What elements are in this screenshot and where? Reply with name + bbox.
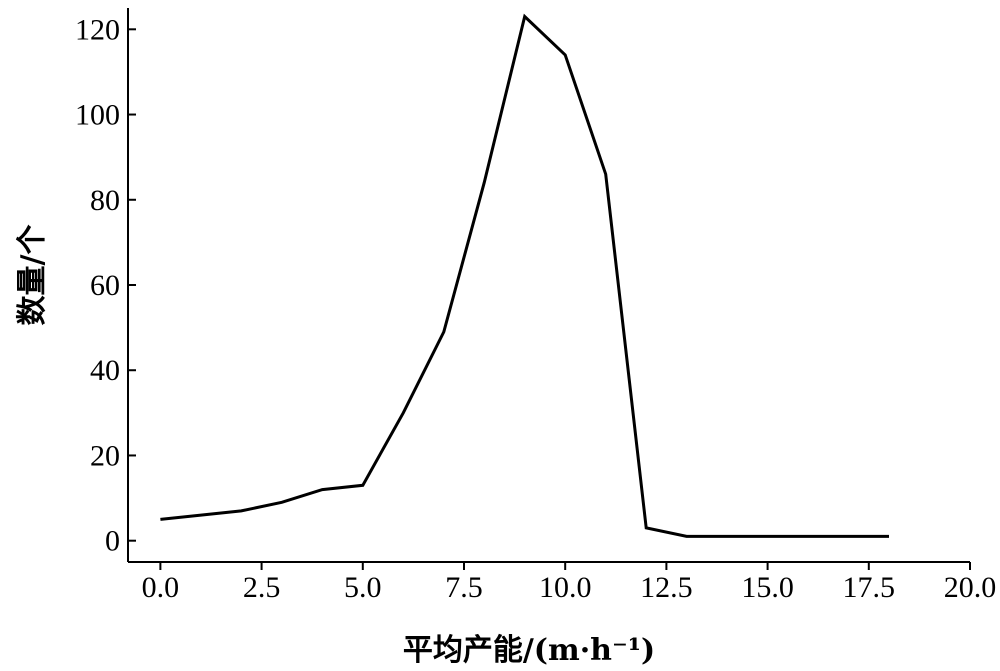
- y-ticks: 0 20 40 60 80 100 120: [75, 13, 136, 558]
- x-tick-label: 0.0: [142, 571, 180, 604]
- series-line: [160, 13, 889, 538]
- y-tick-label: 100: [75, 99, 120, 132]
- y-tick-label: 20: [90, 439, 120, 472]
- y-tick-label: 40: [90, 354, 120, 387]
- y-tick-label: 60: [90, 269, 120, 302]
- series-layer: [160, 13, 889, 538]
- x-ticks: 0.0 2.5 5.0 7.5 10.0 12.5 15.0 17.5 20.0: [142, 562, 997, 604]
- y-axis-title: 数量/个: [15, 224, 50, 326]
- x-tick-label: 7.5: [445, 571, 483, 604]
- x-tick-label: 17.5: [843, 571, 896, 604]
- axes: [127, 8, 970, 563]
- x-tick-label: 2.5: [243, 571, 281, 604]
- x-tick-label: 12.5: [640, 571, 693, 604]
- y-tick-label: 0: [105, 525, 120, 558]
- x-tick-label: 15.0: [741, 571, 794, 604]
- x-tick-label: 5.0: [344, 571, 382, 604]
- x-axis-title: 平均产能/(m·h⁻¹): [403, 633, 655, 668]
- y-tick-label: 80: [90, 184, 120, 217]
- x-tick-label: 20.0: [944, 571, 997, 604]
- x-tick-label: 10.0: [539, 571, 592, 604]
- y-tick-label: 120: [75, 13, 120, 46]
